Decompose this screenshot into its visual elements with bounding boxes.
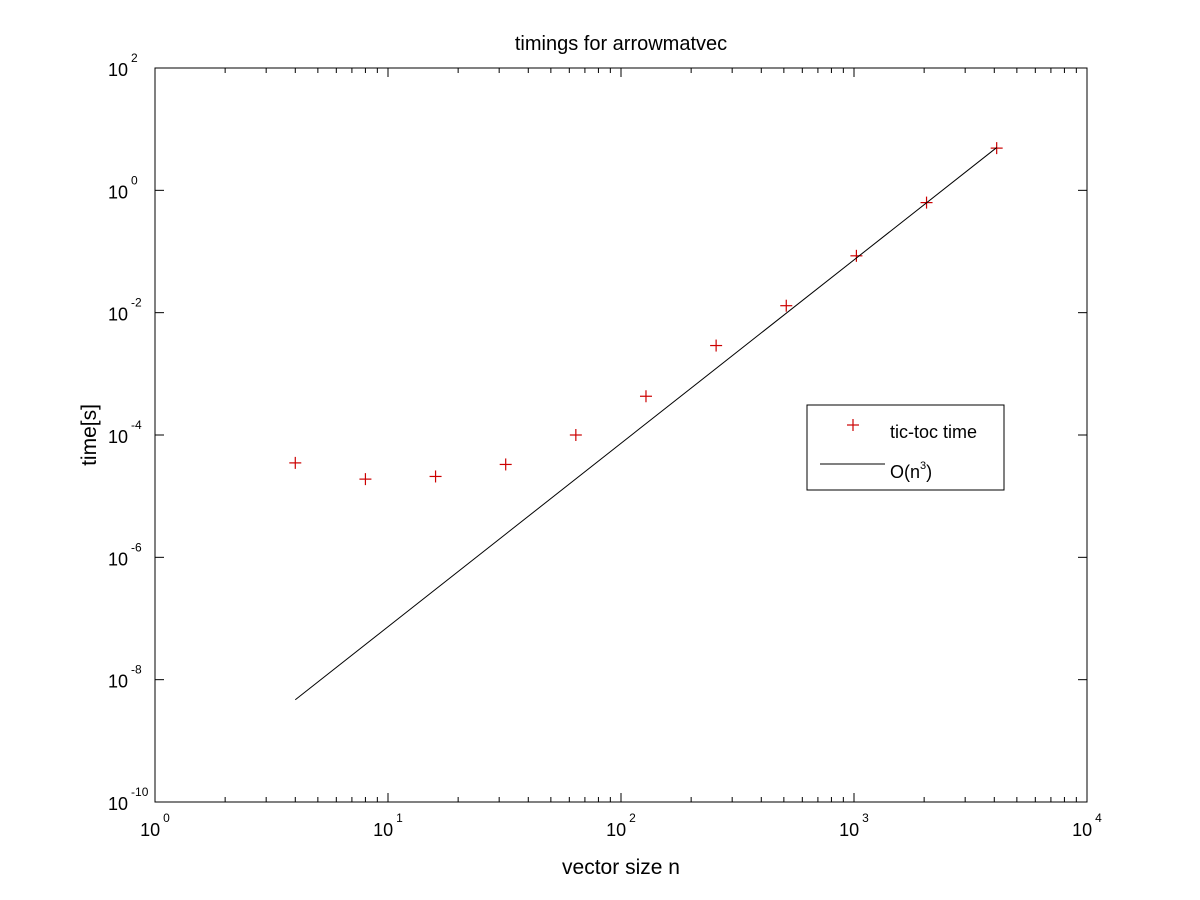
- chart-title: timings for arrowmatvec: [515, 33, 727, 55]
- x-tick-label: 100: [140, 811, 170, 840]
- tick-marks: [154, 67, 1088, 803]
- data-point-plus-marker: [289, 456, 302, 469]
- data-point-plus-marker: [850, 249, 863, 262]
- series-layer: [289, 142, 1003, 701]
- data-point-plus-marker: [710, 339, 723, 352]
- tick-labels: 100 101 102 103 104 10-10 10-8 10-6 10-4 10-2 100 1…: [108, 51, 1102, 840]
- data-point-plus-marker: [780, 299, 793, 312]
- y-tick-label: 10-8: [108, 663, 142, 692]
- data-point-plus-marker: [639, 390, 652, 403]
- y-tick-label: 100: [108, 173, 138, 202]
- x-axis-label: vector size n: [562, 856, 680, 879]
- data-point-plus-marker: [359, 473, 372, 486]
- y-tick-label: 10-10: [108, 785, 149, 814]
- legend-label-onthree: O(n3): [890, 460, 932, 482]
- x-tick-label: 102: [606, 811, 636, 840]
- data-point-plus-marker: [499, 458, 512, 471]
- legend-label-tic-toc: tic-toc time: [890, 422, 977, 442]
- x-tick-label: 104: [1072, 811, 1102, 840]
- y-tick-label: 10-6: [108, 540, 142, 569]
- y-tick-label: 10-2: [108, 296, 142, 325]
- x-tick-label: 103: [839, 811, 869, 840]
- series-line-onthree: [294, 147, 997, 701]
- legend: tic-toc time O(n3): [806, 404, 1005, 491]
- data-point-plus-marker: [429, 470, 442, 483]
- y-tick-label: 102: [108, 51, 138, 80]
- y-tick-label: 10-4: [108, 418, 142, 447]
- legend-marker-tic-toc: [847, 419, 859, 431]
- x-tick-label: 101: [373, 811, 403, 840]
- legend-box: [806, 404, 1005, 491]
- data-point-plus-marker: [569, 429, 582, 441]
- y-axis-label: time[s]: [78, 404, 101, 466]
